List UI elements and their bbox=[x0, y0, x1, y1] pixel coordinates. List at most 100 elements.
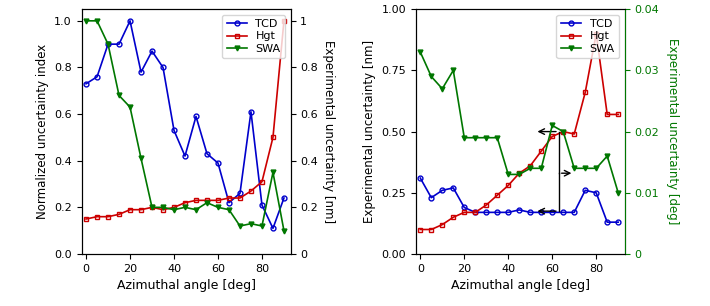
SWA bbox=[537, 166, 545, 170]
TCD bbox=[460, 206, 469, 209]
SWA bbox=[159, 206, 168, 209]
Hgt bbox=[192, 199, 200, 202]
X-axis label: Azimuthal angle [deg]: Azimuthal angle [deg] bbox=[451, 279, 590, 292]
Hgt bbox=[214, 199, 222, 202]
SWA bbox=[438, 87, 447, 91]
TCD bbox=[471, 211, 479, 214]
TCD bbox=[93, 75, 102, 79]
Y-axis label: Experimental uncertainty [deg]: Experimental uncertainty [deg] bbox=[666, 38, 679, 225]
TCD bbox=[592, 191, 601, 195]
Hgt bbox=[493, 193, 501, 197]
SWA bbox=[246, 222, 255, 226]
TCD bbox=[115, 42, 124, 46]
SWA bbox=[93, 19, 102, 23]
Hgt bbox=[537, 149, 545, 153]
TCD bbox=[504, 211, 513, 214]
TCD bbox=[581, 188, 589, 192]
TCD bbox=[603, 220, 611, 224]
TCD bbox=[214, 161, 222, 165]
TCD bbox=[559, 211, 567, 214]
Hgt bbox=[203, 199, 212, 202]
TCD bbox=[438, 188, 447, 192]
SWA bbox=[482, 136, 491, 140]
Hgt bbox=[581, 91, 589, 94]
SWA bbox=[471, 136, 479, 140]
TCD bbox=[268, 226, 277, 230]
Hgt bbox=[559, 130, 567, 133]
SWA bbox=[592, 166, 601, 170]
Hgt bbox=[268, 136, 277, 139]
SWA bbox=[614, 191, 623, 195]
TCD bbox=[236, 192, 244, 195]
SWA bbox=[268, 170, 277, 174]
Line: SWA: SWA bbox=[418, 50, 621, 195]
Legend: TCD, Hgt, SWA: TCD, Hgt, SWA bbox=[557, 15, 619, 58]
Line: SWA: SWA bbox=[84, 18, 286, 233]
TCD bbox=[449, 186, 457, 190]
Hgt bbox=[159, 208, 168, 211]
Y-axis label: Experimental uncertainty [nm]: Experimental uncertainty [nm] bbox=[322, 40, 334, 223]
Line: TCD: TCD bbox=[84, 18, 286, 231]
Hgt bbox=[427, 228, 435, 231]
SWA bbox=[214, 206, 222, 209]
SWA bbox=[603, 154, 611, 158]
TCD bbox=[258, 203, 266, 207]
TCD bbox=[482, 211, 491, 214]
SWA bbox=[181, 206, 190, 209]
SWA bbox=[192, 208, 200, 211]
SWA bbox=[236, 224, 244, 228]
Hgt bbox=[126, 208, 134, 211]
X-axis label: Azimuthal angle [deg]: Azimuthal angle [deg] bbox=[116, 279, 256, 292]
TCD bbox=[126, 19, 134, 23]
SWA bbox=[82, 19, 90, 23]
Hgt bbox=[460, 211, 469, 214]
SWA bbox=[115, 94, 124, 97]
Hgt bbox=[82, 217, 90, 221]
SWA bbox=[548, 124, 557, 127]
Hgt bbox=[614, 113, 623, 116]
TCD bbox=[427, 196, 435, 200]
Hgt bbox=[225, 196, 234, 200]
Hgt bbox=[181, 201, 190, 204]
Y-axis label: Experimental uncertainty [nm]: Experimental uncertainty [nm] bbox=[363, 40, 376, 223]
TCD bbox=[548, 211, 557, 214]
TCD bbox=[148, 49, 156, 53]
SWA bbox=[170, 208, 178, 211]
Hgt bbox=[104, 215, 112, 218]
Hgt bbox=[482, 203, 491, 207]
SWA bbox=[526, 166, 535, 170]
TCD bbox=[526, 211, 535, 214]
SWA bbox=[493, 136, 501, 140]
SWA bbox=[515, 173, 523, 176]
Hgt bbox=[416, 228, 425, 231]
TCD bbox=[537, 211, 545, 214]
Hgt bbox=[471, 211, 479, 214]
TCD bbox=[280, 196, 288, 200]
Hgt bbox=[570, 132, 579, 136]
TCD bbox=[225, 201, 234, 204]
Hgt bbox=[246, 189, 255, 193]
TCD bbox=[192, 114, 200, 118]
SWA bbox=[225, 208, 234, 211]
TCD bbox=[493, 211, 501, 214]
TCD bbox=[104, 42, 112, 46]
SWA bbox=[280, 229, 288, 233]
SWA bbox=[570, 166, 579, 170]
Line: Hgt: Hgt bbox=[84, 18, 286, 222]
SWA bbox=[203, 201, 212, 204]
Hgt bbox=[137, 208, 146, 211]
Y-axis label: Normalized uncertainty index: Normalized uncertainty index bbox=[36, 44, 48, 219]
Hgt bbox=[515, 171, 523, 175]
TCD bbox=[515, 208, 523, 212]
SWA bbox=[258, 224, 266, 228]
TCD bbox=[159, 65, 168, 69]
SWA bbox=[460, 136, 469, 140]
Hgt bbox=[115, 212, 124, 216]
SWA bbox=[427, 75, 435, 78]
SWA bbox=[137, 157, 146, 160]
Hgt bbox=[236, 196, 244, 200]
Hgt bbox=[93, 215, 102, 218]
TCD bbox=[181, 154, 190, 158]
SWA bbox=[416, 50, 425, 54]
Hgt bbox=[280, 19, 288, 23]
